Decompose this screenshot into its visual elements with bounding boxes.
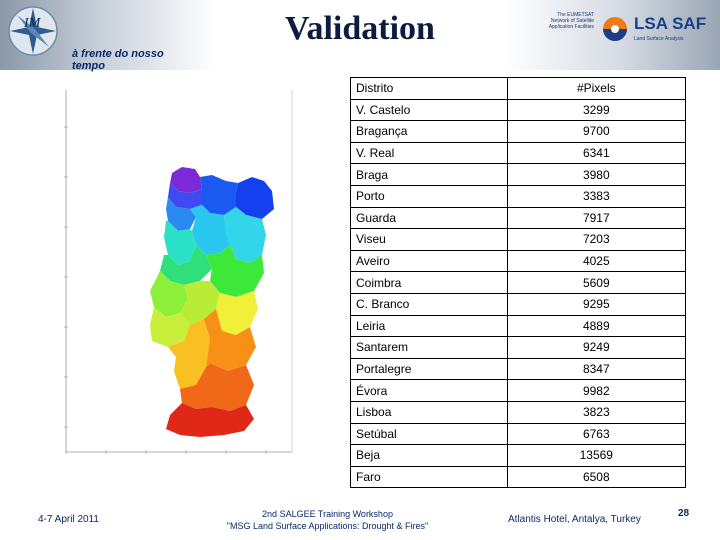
district-setubal: [168, 319, 210, 389]
table-row: Beja 13569: [350, 444, 687, 467]
pixel-count-cell: 6763: [506, 422, 687, 446]
pixel-count-cell: 4889: [506, 314, 687, 338]
district-braganca: [236, 177, 274, 219]
table-row: Porto 3383: [350, 184, 687, 208]
district-name-cell: Beja: [350, 444, 508, 467]
lsa-saf-logo-icon: [603, 17, 627, 41]
pixel-count-cell: 9249: [506, 336, 687, 359]
district-name-cell: V. Castelo: [350, 98, 508, 122]
pixel-count-cell: 7917: [506, 206, 687, 230]
footer-date: 4-7 April 2011: [38, 514, 99, 525]
district-name-cell: Bragança: [350, 120, 508, 143]
table-row: Faro 6508: [350, 465, 687, 489]
portugal-district-map: [64, 90, 293, 454]
pixel-count-cell: 9295: [506, 292, 687, 316]
district-aveiro: [164, 221, 196, 265]
table-row: V. Real 6341: [350, 141, 687, 165]
table-header-row: Distrito #Pixels: [350, 77, 687, 100]
footer-workshop: 2nd SALGEE Training Workshop "MSG Land S…: [205, 508, 450, 532]
brand-name: LSA SAF: [634, 14, 707, 33]
pixel-count-cell: 9982: [506, 379, 687, 402]
svg-text:IM: IM: [23, 16, 42, 31]
table-row: Viseu 7203: [350, 228, 687, 251]
district-name-cell: Aveiro: [350, 249, 508, 273]
table-row: Guarda 7917: [350, 206, 687, 230]
district-beja: [180, 363, 254, 411]
pixel-count-cell: 6341: [506, 141, 687, 165]
pixel-count-cell: 8347: [506, 357, 687, 381]
table-row: Portalegre 8347: [350, 357, 687, 381]
district-name-cell: V. Real: [350, 141, 508, 165]
district-name-cell: Évora: [350, 379, 508, 402]
header-band: [0, 0, 720, 70]
district-name-cell: Braga: [350, 163, 508, 186]
district-name-cell: Setúbal: [350, 422, 508, 446]
header-pixels: #Pixels: [506, 77, 687, 100]
district-evora: [204, 309, 256, 371]
pixel-count-cell: 13569: [506, 444, 687, 467]
district-lisboa: [150, 307, 190, 347]
table-row: C. Branco 9295: [350, 292, 687, 316]
district-name-cell: C. Branco: [350, 292, 508, 316]
table-row: Santarem 9249: [350, 336, 687, 359]
district-name-cell: Lisboa: [350, 400, 508, 424]
table-row: Setúbal 6763: [350, 422, 687, 446]
pixel-count-cell: 3980: [506, 163, 687, 186]
pixel-count-cell: 3823: [506, 400, 687, 424]
eumetsat-text: The EUMETSAT Network of Satellite Applic…: [548, 12, 594, 30]
page-number: 28: [678, 508, 690, 519]
district-name-cell: Coimbra: [350, 271, 508, 294]
table-row: Évora 9982: [350, 379, 687, 402]
district-name-cell: Faro: [350, 465, 508, 489]
tagline: à frente do nosso tempo: [72, 48, 164, 72]
pixel-count-cell: 7203: [506, 228, 687, 251]
map-y-ticks: [64, 126, 68, 428]
table-row: V. Castelo 3299: [350, 98, 687, 122]
table-row: Bragança 9700: [350, 120, 687, 143]
district-c-branco: [206, 245, 264, 297]
district-name-cell: Guarda: [350, 206, 508, 230]
district-v-real: [200, 175, 238, 215]
map-x-ticks: [65, 450, 267, 454]
district-v-castelo: [170, 167, 202, 193]
district-coimbra: [160, 245, 212, 285]
district-name-cell: Portalegre: [350, 357, 508, 381]
table-row: Braga 3980: [350, 163, 687, 186]
table-row: Leiria 4889: [350, 314, 687, 338]
district-name-cell: Leiria: [350, 314, 508, 338]
brand-subtitle: Land Surface Analysis: [634, 36, 684, 42]
im-logo-icon: IM: [8, 6, 58, 56]
table-row: Lisboa 3823: [350, 400, 687, 424]
district-porto: [166, 197, 196, 231]
pixel-count-cell: 3383: [506, 184, 687, 208]
district-name-cell: Santarem: [350, 336, 508, 359]
footer-workshop-line2: "MSG Land Surface Applications: Drought …: [226, 521, 429, 531]
district-guarda: [224, 207, 266, 263]
pixel-count-cell: 5609: [506, 271, 687, 294]
pixel-count-cell: 3299: [506, 98, 687, 122]
table-row: Coimbra 5609: [350, 271, 687, 294]
pixel-count-cell: 4025: [506, 249, 687, 273]
pixel-count-cell: 6508: [506, 465, 687, 489]
page-title: Validation: [285, 10, 435, 47]
district-leiria: [150, 271, 188, 317]
header-distrito: Distrito: [350, 77, 508, 100]
district-name-cell: Porto: [350, 184, 508, 208]
district-braga: [168, 183, 202, 209]
district-name-cell: Viseu: [350, 228, 508, 251]
district-pixels-table: Distrito #Pixels V. Castelo 3299 Bragança 9…: [350, 77, 687, 489]
table-row: Aveiro 4025: [350, 249, 687, 273]
district-viseu: [190, 205, 230, 255]
district-portalegre: [216, 291, 258, 335]
pixel-count-cell: 9700: [506, 120, 687, 143]
district-faro: [166, 403, 254, 437]
footer-venue: Atlantis Hotel, Antalya, Turkey: [508, 514, 641, 525]
footer-workshop-line1: 2nd SALGEE Training Workshop: [262, 509, 393, 519]
